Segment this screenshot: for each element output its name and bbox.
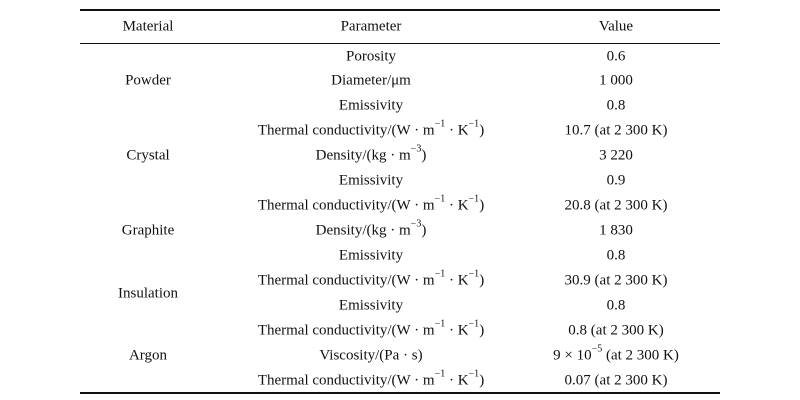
header-parameter: Parameter bbox=[340, 18, 402, 35]
row-6-value: 20.8 (at 2 300 K) bbox=[564, 197, 668, 214]
table-top-rule bbox=[80, 9, 720, 11]
row-5-parameter: Emissivity bbox=[338, 172, 404, 189]
table-bottom-rule bbox=[80, 392, 720, 394]
row-7-value: 1 830 bbox=[599, 222, 633, 239]
material-graphite: Graphite bbox=[121, 222, 175, 239]
table-header-rule bbox=[80, 43, 720, 44]
header-value: Value bbox=[598, 18, 634, 35]
row-0-value: 0.6 bbox=[606, 48, 626, 65]
row-4-parameter: Density/(kg · m−3) bbox=[315, 143, 427, 164]
row-8-value: 0.8 bbox=[606, 247, 626, 264]
row-0-parameter: Porosity bbox=[345, 48, 397, 65]
row-1-value: 1 000 bbox=[599, 72, 633, 89]
row-12-parameter: Viscosity/(Pa · s) bbox=[319, 347, 423, 364]
row-13-value: 0.07 (at 2 300 K) bbox=[564, 372, 668, 389]
row-12-value: 9 × 10−5 (at 2 300 K) bbox=[553, 343, 679, 364]
row-2-value: 0.8 bbox=[606, 97, 626, 114]
row-11-parameter: Thermal conductivity/(W · m−1 · K−1) bbox=[257, 318, 485, 339]
row-6-parameter: Thermal conductivity/(W · m−1 · K−1) bbox=[257, 193, 485, 214]
row-1-parameter: Diameter/μm bbox=[331, 72, 411, 89]
row-3-parameter: Thermal conductivity/(W · m−1 · K−1) bbox=[257, 118, 485, 139]
material-crystal: Crystal bbox=[126, 147, 170, 164]
row-5-value: 0.9 bbox=[606, 172, 626, 189]
header-material: Material bbox=[122, 18, 174, 35]
row-8-parameter: Emissivity bbox=[338, 247, 404, 264]
row-3-value: 10.7 (at 2 300 K) bbox=[564, 122, 668, 139]
row-7-parameter: Density/(kg · m−3) bbox=[315, 218, 427, 239]
material-powder: Powder bbox=[125, 72, 171, 89]
row-4-value: 3 220 bbox=[599, 147, 633, 164]
material-insulation: Insulation bbox=[118, 285, 178, 302]
row-2-parameter: Emissivity bbox=[338, 97, 404, 114]
row-9-value: 30.9 (at 2 300 K) bbox=[564, 272, 668, 289]
material-argon: Argon bbox=[128, 347, 168, 364]
row-10-parameter: Emissivity bbox=[338, 297, 404, 314]
row-13-parameter: Thermal conductivity/(W · m−1 · K−1) bbox=[257, 368, 485, 389]
row-9-parameter: Thermal conductivity/(W · m−1 · K−1) bbox=[257, 268, 485, 289]
row-11-value: 0.8 (at 2 300 K) bbox=[568, 322, 664, 339]
row-10-value: 0.8 bbox=[606, 297, 626, 314]
